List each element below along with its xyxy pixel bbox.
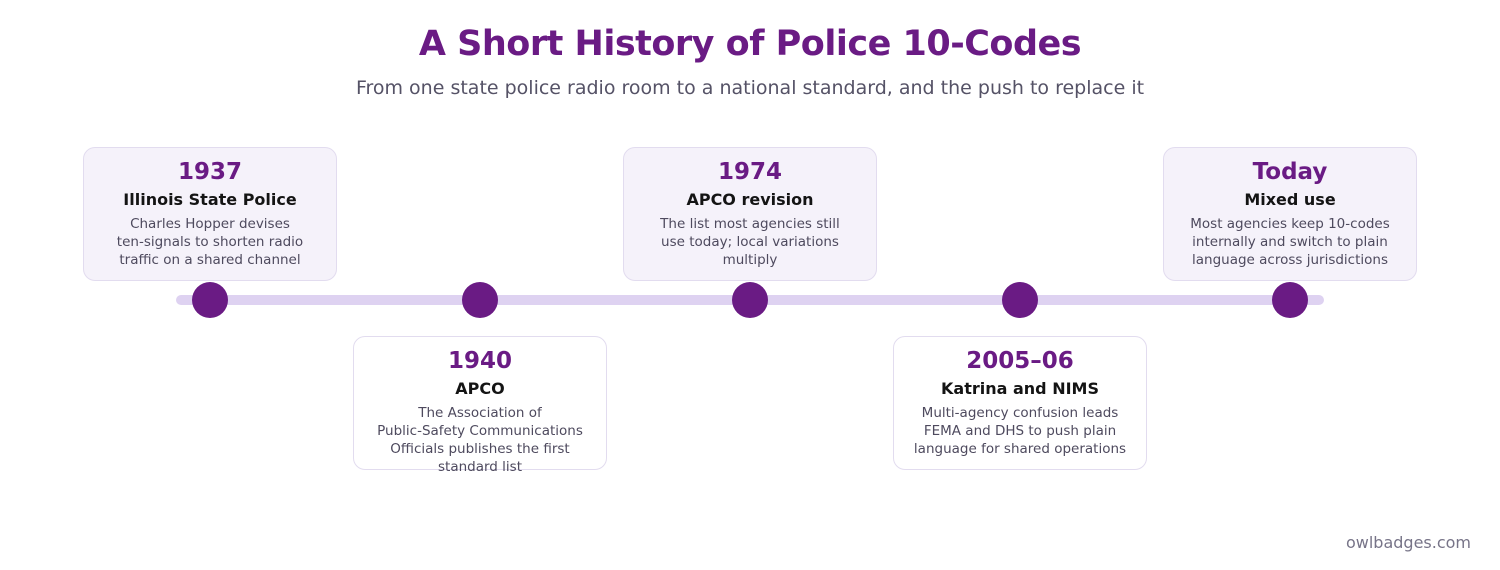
description-line: Most agencies keep 10-codes [1190,216,1390,232]
description-line: Multi-agency confusion leads [921,405,1119,421]
description-line: ten-signals to shorten radio [116,234,304,250]
event-heading: Illinois State Police [123,190,297,209]
description-line: Charles Hopper devises [130,216,290,232]
description-line: language across jurisdictions [1192,252,1388,268]
event-card-1940: 1940 APCO The Association of Public-Safe… [353,336,607,475]
event-year: 1940 [447,348,512,374]
description-line: internally and switch to plain [1192,234,1388,250]
event-description: Most agencies keep 10-codes internally a… [1170,215,1410,269]
description-line: Public-Safety Communications [377,423,583,439]
description-line: language for shared operations [913,441,1127,457]
event-card-2005-06: 2005–06 Katrina and NIMS Multi-agency co… [893,336,1147,470]
description-line: use today; local variations [661,234,839,250]
timeline-marker-1974 [732,282,768,318]
event-year: 1937 [177,159,242,185]
event-description: Multi-agency confusion leads FEMA and DH… [900,404,1140,458]
event-card-1937: 1937 Illinois State Police Charles Hoppe… [83,147,337,281]
description-line: multiply [722,252,778,268]
description-line: FEMA and DHS to push plain [923,423,1117,439]
event-description: The Association of Public-Safety Communi… [360,404,600,476]
event-heading: Katrina and NIMS [941,379,1099,398]
page-subtitle: From one state police radio room to a na… [355,77,1145,99]
description-line: standard list [438,459,522,475]
timeline-marker-2005 [1002,282,1038,318]
description-line: traffic on a shared channel [119,252,301,268]
page-title: A Short History of Police 10-Codes [418,24,1082,64]
timeline-marker-today [1272,282,1308,318]
description-line: The list most agencies still [660,216,840,232]
event-year: 1974 [717,159,782,185]
event-heading: Mixed use [1244,190,1336,209]
event-card-1974: 1974 APCO revision The list most agencie… [623,147,877,281]
event-description: Charles Hopper devises ten-signals to sh… [90,215,330,269]
timeline-marker-1937 [192,282,228,318]
event-description: The list most agencies still use today; … [630,215,870,269]
event-year: 2005–06 [966,348,1074,374]
description-line: Officials publishes the first [390,441,570,457]
event-year: Today [1252,159,1328,185]
event-card-today: Today Mixed use Most agencies keep 10-co… [1163,147,1417,281]
event-heading: APCO [455,379,505,398]
description-line: The Association of [418,405,542,421]
site-watermark: owlbadges.com [1345,533,1471,552]
event-heading: APCO revision [686,190,814,209]
timeline-marker-1940 [462,282,498,318]
